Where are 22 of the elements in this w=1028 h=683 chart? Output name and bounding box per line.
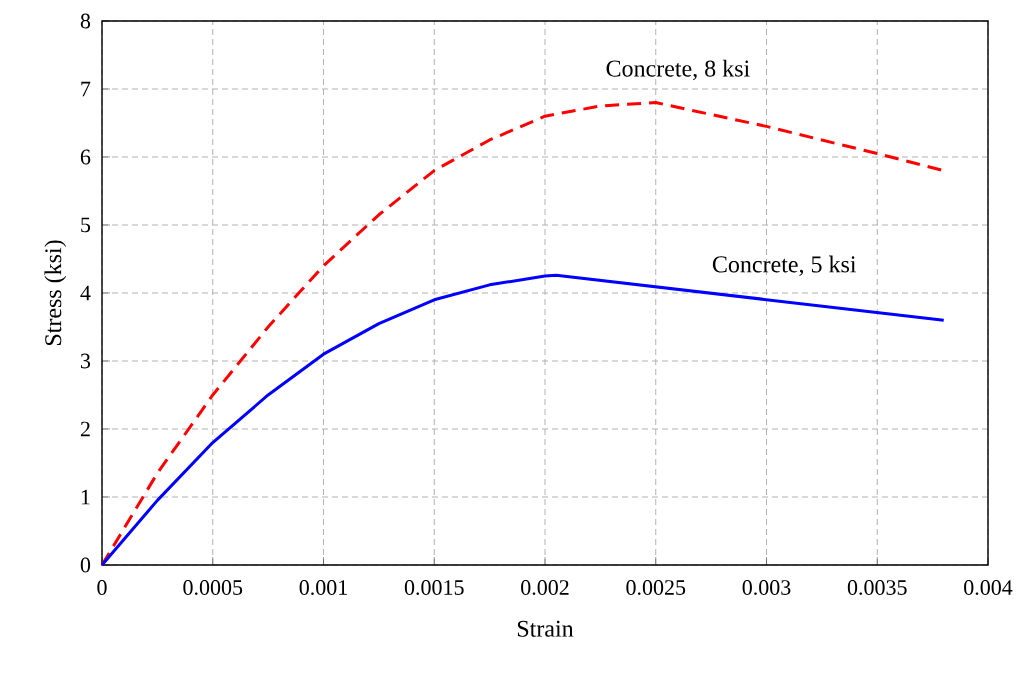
- x-tick-label: 0.003: [742, 580, 791, 595]
- y-tick-label: 0: [80, 557, 91, 573]
- x-tick-label: 0: [97, 580, 107, 595]
- y-tick-label: 1: [81, 489, 90, 505]
- x-tick-label: 0.002: [521, 580, 569, 595]
- x-axis-title: Strain: [517, 620, 574, 637]
- x-tick-label: 0.0035: [847, 580, 907, 595]
- x-tick-label: 0.001: [299, 580, 347, 595]
- y-tick-label: 7: [81, 81, 91, 97]
- y-tick-label: 8: [80, 13, 91, 29]
- x-tick-label: 0.0015: [404, 580, 464, 595]
- x-tick-label: 0.0005: [183, 580, 243, 595]
- y-tick-label: 3: [81, 353, 91, 369]
- y-tick-label: 4: [80, 285, 91, 301]
- annotation: Concrete, 8 ksi: [606, 59, 750, 81]
- annotation: Concrete, 5 ksi: [712, 255, 857, 276]
- x-tick-label: 0.0025: [626, 580, 686, 595]
- y-axis-title: Stress (ksi): [44, 240, 67, 346]
- y-tick-label: 6: [80, 149, 91, 165]
- y-tick-label: 5: [81, 217, 91, 233]
- x-tick-label: 0.004: [964, 580, 1013, 595]
- y-tick-label: 2: [80, 421, 90, 437]
